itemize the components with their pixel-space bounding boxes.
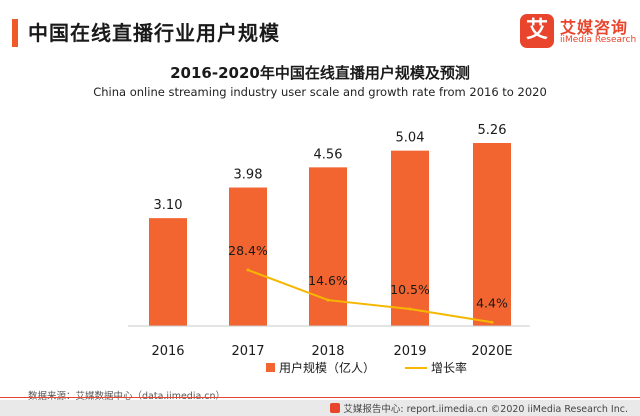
growth-point-2017 xyxy=(246,268,250,272)
x-tick-label: 2019 xyxy=(393,344,426,359)
growth-line xyxy=(247,269,493,324)
legend-line-label: 增长率 xyxy=(431,360,467,375)
footer-logo-icon xyxy=(330,403,341,413)
footer-text-wrap: 艾媒报告中心: report.iimedia.cn ©2020 iiMedia … xyxy=(330,401,628,415)
title-accent-bar xyxy=(12,19,18,47)
brand-logo: 艾 艾媒咨询 iiMedia Research xyxy=(520,14,636,50)
x-tick-label: 2020E xyxy=(471,344,512,359)
bar-2016 xyxy=(149,218,187,326)
bar-2017 xyxy=(229,187,267,326)
growth-value-label: 28.4% xyxy=(228,243,268,258)
chart-area: 3.10 3.98 4.56 5.04 5.26 2016 2017 2018 2019 2020… xyxy=(128,123,530,375)
footer: 艾媒报告中心: report.iimedia.cn ©2020 iiMedia … xyxy=(0,400,640,416)
bar-value-label: 5.04 xyxy=(396,131,425,146)
logo-mark: 艾 xyxy=(520,14,554,48)
divider xyxy=(0,397,640,398)
growth-point-2018 xyxy=(326,298,330,302)
bar-value-label: 4.56 xyxy=(314,147,343,162)
bar-value-label: 5.26 xyxy=(478,123,507,138)
growth-point-2019 xyxy=(408,307,412,311)
growth-point-2020E xyxy=(490,320,494,324)
bar-value-label: 3.10 xyxy=(154,198,183,213)
footer-text: 艾媒报告中心: report.iimedia.cn ©2020 iiMedia … xyxy=(343,404,628,415)
logo-name-en: iiMedia Research xyxy=(560,35,637,45)
logo-name-cn: 艾媒咨询 xyxy=(560,18,629,37)
legend-bar-label: 用户规模（亿人） xyxy=(279,360,375,375)
bar-value-label: 3.98 xyxy=(234,168,263,183)
bar-2020E xyxy=(473,143,511,326)
legend-bar-swatch xyxy=(266,363,275,372)
growth-value-label: 14.6% xyxy=(308,273,348,288)
x-tick-label: 2017 xyxy=(231,344,264,359)
growth-value-label: 4.4% xyxy=(476,295,508,310)
bar-2019 xyxy=(391,150,429,326)
x-tick-label: 2016 xyxy=(151,344,184,359)
growth-value-label: 10.5% xyxy=(390,282,430,297)
chart-subtitle: China online streaming industry user sca… xyxy=(93,85,547,99)
chart-title: 2016-2020年中国在线直播用户规模及预测 xyxy=(170,64,470,82)
data-source-note: 数据来源：艾媒数据中心（data.iimedia.cn） xyxy=(28,388,225,402)
x-tick-label: 2018 xyxy=(311,344,344,359)
page-title: 中国在线直播行业用户规模 xyxy=(28,21,280,45)
header: 中国在线直播行业用户规模 xyxy=(0,14,640,52)
